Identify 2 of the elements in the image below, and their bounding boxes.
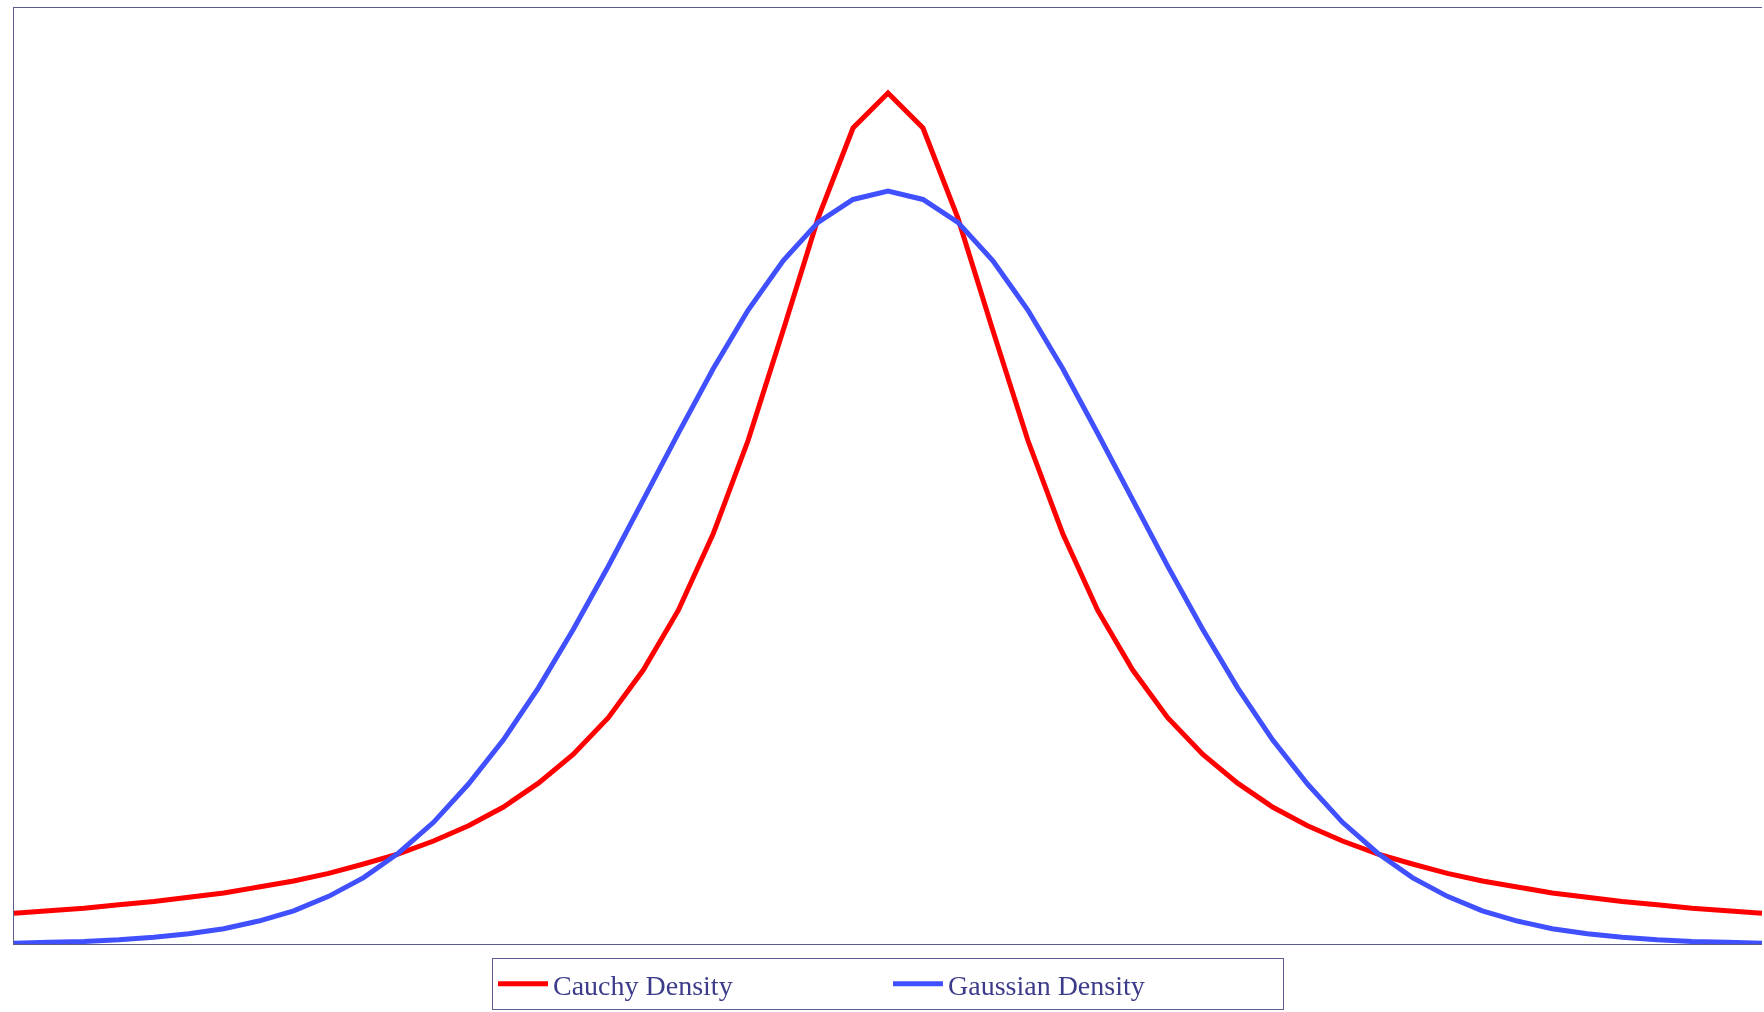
- legend-label: Gaussian Density: [948, 969, 1145, 1001]
- legend-label: Cauchy Density: [553, 969, 733, 1001]
